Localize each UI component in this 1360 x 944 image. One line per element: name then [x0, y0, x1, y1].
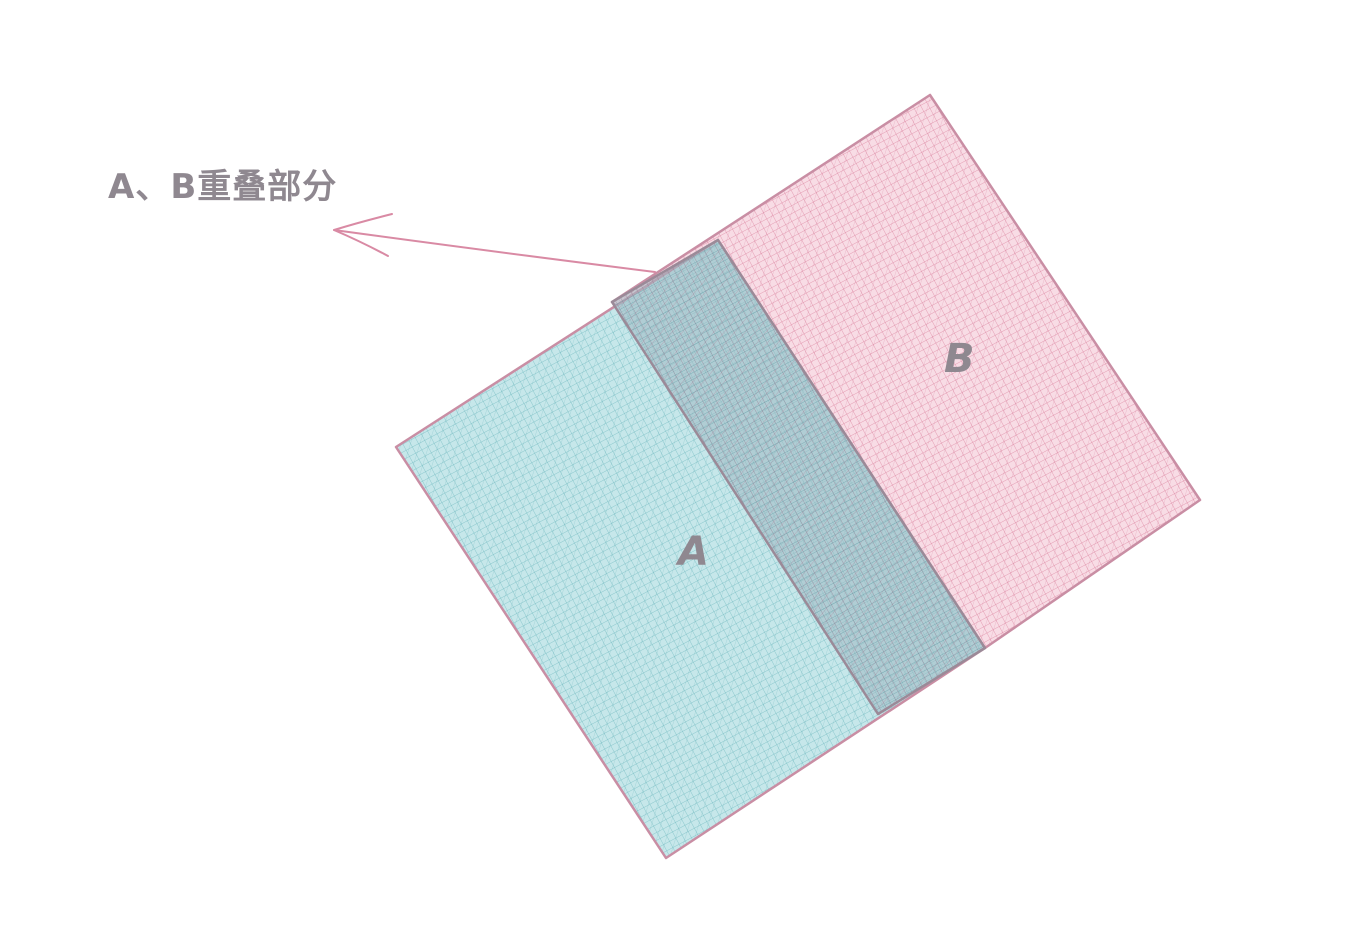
annotation-arrow [333, 213, 656, 273]
overlap-region [610, 238, 987, 716]
rect-b-label: B [944, 336, 975, 382]
rect-a-label: A [675, 529, 709, 575]
overlap-annotation: A、B重叠部分 [108, 167, 337, 207]
